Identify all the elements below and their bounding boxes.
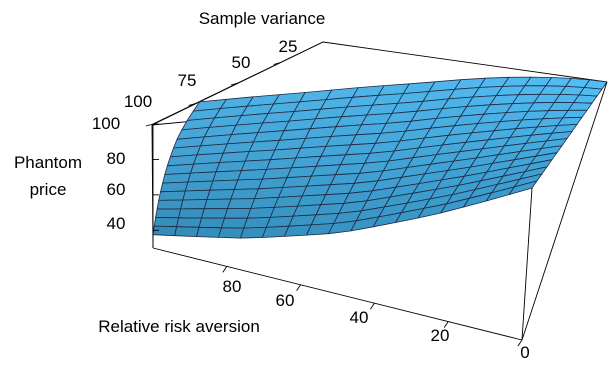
z-tick-label: 40 xyxy=(107,214,126,233)
z-tick-label: 80 xyxy=(107,149,126,168)
y-tick xyxy=(273,62,281,65)
surface-cell xyxy=(218,227,245,239)
y-tick-label: 50 xyxy=(232,53,251,72)
x-tick-label: 40 xyxy=(350,308,369,327)
surface-cell xyxy=(174,226,200,238)
surface-cell xyxy=(184,180,214,192)
box-edge xyxy=(152,247,523,341)
bounding-box-front xyxy=(152,81,608,341)
surface-cell xyxy=(233,178,263,190)
surface-cell xyxy=(152,225,178,237)
x-tick xyxy=(443,321,449,328)
x-tick-label: 0 xyxy=(520,343,529,362)
z-tick-label: 60 xyxy=(107,180,126,199)
surface-cell xyxy=(156,199,184,210)
surface-cell xyxy=(215,160,246,173)
x-axis-title: Relative risk aversion xyxy=(98,317,260,336)
z-tick-label: 100 xyxy=(92,114,120,133)
surface-cell xyxy=(201,208,229,219)
surface-cell xyxy=(180,199,208,210)
y-tick xyxy=(230,82,239,86)
y-tick-label: 100 xyxy=(124,92,152,111)
surface-cell xyxy=(227,198,256,210)
surface-cell xyxy=(153,217,180,228)
surface-cell xyxy=(178,208,205,219)
surface-cell xyxy=(176,217,203,228)
x-tick-label: 60 xyxy=(276,291,295,310)
box-edge xyxy=(521,187,533,341)
surface-cell xyxy=(155,208,182,219)
x-tick xyxy=(370,302,375,310)
surface-cell xyxy=(158,190,186,201)
y-tick-label: 25 xyxy=(279,37,298,56)
surface-cell xyxy=(212,170,242,182)
x-tick xyxy=(222,266,228,273)
box-edge xyxy=(521,81,608,341)
surface-cell xyxy=(240,159,271,172)
axis-ticks xyxy=(145,62,523,347)
surface-cell xyxy=(198,217,225,229)
surface-cell xyxy=(203,198,232,210)
surface-cell xyxy=(508,180,538,196)
x-tick-label: 80 xyxy=(223,277,242,296)
surface-cell xyxy=(237,168,267,181)
x-tick-label: 20 xyxy=(431,326,450,345)
surface-cell xyxy=(187,171,217,183)
z-axis-title-line2: price xyxy=(30,180,67,199)
x-tick xyxy=(517,339,523,347)
surface-cell xyxy=(220,217,248,229)
surface-cell xyxy=(182,189,211,201)
y-tick-label: 75 xyxy=(178,71,197,90)
surface-cell xyxy=(209,179,239,191)
surface-cell xyxy=(224,207,252,219)
surface-cell xyxy=(206,189,235,200)
box-edge xyxy=(322,41,608,83)
y-tick xyxy=(188,103,196,106)
surface-cell xyxy=(196,226,222,238)
surface-cell xyxy=(230,188,259,200)
z-axis-title-line1: Phantom xyxy=(14,153,82,172)
y-axis-title: Sample variance xyxy=(199,9,326,28)
y-tick xyxy=(145,123,154,127)
surface-cell xyxy=(162,172,192,184)
surface-cell xyxy=(160,181,189,193)
surface-mesh xyxy=(152,76,608,239)
x-tick xyxy=(296,284,301,292)
